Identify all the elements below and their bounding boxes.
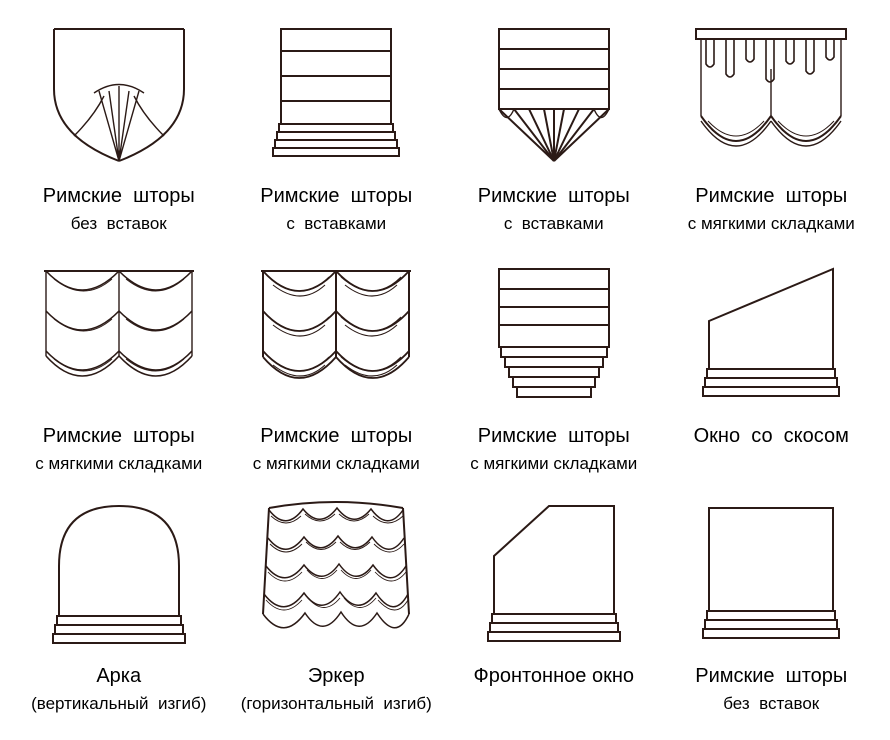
caption: Окно со скосом — [694, 422, 849, 452]
roman-inserts-1-icon — [236, 16, 436, 176]
pediment-window-icon — [454, 496, 654, 656]
caption: Эркер (горизонтальный изгиб) — [241, 662, 432, 716]
roman-plain-rect-icon — [671, 496, 871, 656]
subtitle: с мягкими складками — [688, 212, 855, 236]
title: Римские шторы — [43, 182, 195, 210]
arch-icon — [19, 496, 219, 656]
subtitle: (вертикальный изгиб) — [31, 692, 206, 716]
caption: Римские шторы с вставками — [260, 182, 412, 236]
subtitle: с мягкими складками — [35, 452, 202, 476]
curtain-types-grid: Римские шторы без вставок Ри — [10, 10, 880, 729]
title: Римские шторы — [470, 422, 637, 450]
roman-softfolds-b-icon — [236, 256, 436, 416]
roman-softfolds-top-icon — [671, 16, 871, 176]
roman-inserts-2-icon — [454, 16, 654, 176]
title: Римские шторы — [253, 422, 420, 450]
caption: Римские шторы с вставками — [478, 182, 630, 236]
subtitle: (горизонтальный изгиб) — [241, 692, 432, 716]
caption: Фронтонное окно — [474, 662, 635, 692]
subtitle: с вставками — [478, 212, 630, 236]
cell-roman-softfolds-b: Римские шторы с мягкими складками — [228, 250, 446, 490]
subtitle: с мягкими складками — [253, 452, 420, 476]
caption: Римские шторы с мягкими складками — [688, 182, 855, 236]
subtitle: с вставками — [260, 212, 412, 236]
bay-icon — [236, 496, 436, 656]
title: Римские шторы — [260, 182, 412, 210]
subtitle: без вставок — [695, 692, 847, 716]
caption: Римские шторы с мягкими складками — [35, 422, 202, 476]
cell-roman-plain-draped: Римские шторы без вставок — [10, 10, 228, 250]
caption: Арка (вертикальный изгиб) — [31, 662, 206, 716]
cell-roman-inserts-1: Римские шторы с вставками — [228, 10, 446, 250]
caption: Римские шторы с мягкими складками — [470, 422, 637, 476]
subtitle: без вставок — [43, 212, 195, 236]
cell-angled-window: Окно со скосом — [663, 250, 881, 490]
cell-pediment-window: Фронтонное окно — [445, 490, 663, 730]
title: Римские шторы — [688, 182, 855, 210]
caption: Римские шторы с мягкими складками — [253, 422, 420, 476]
title: Арка — [31, 662, 206, 690]
roman-softfolds-a-icon — [19, 256, 219, 416]
title: Фронтонное окно — [474, 662, 635, 690]
title: Окно со скосом — [694, 422, 849, 450]
cell-roman-softfolds-a: Римские шторы с мягкими складками — [10, 250, 228, 490]
angled-window-icon — [671, 256, 871, 416]
cell-arch: Арка (вертикальный изгиб) — [10, 490, 228, 730]
roman-softfolds-c-icon — [454, 256, 654, 416]
subtitle: с мягкими складками — [470, 452, 637, 476]
title: Римские шторы — [35, 422, 202, 450]
roman-plain-draped-icon — [19, 16, 219, 176]
caption: Римские шторы без вставок — [695, 662, 847, 716]
cell-roman-softfolds-top: Римские шторы с мягкими складками — [663, 10, 881, 250]
cell-roman-inserts-2: Римские шторы с вставками — [445, 10, 663, 250]
title: Римские шторы — [478, 182, 630, 210]
caption: Римские шторы без вставок — [43, 182, 195, 236]
title: Римские шторы — [695, 662, 847, 690]
cell-roman-plain-rect: Римские шторы без вставок — [663, 490, 881, 730]
cell-roman-softfolds-c: Римские шторы с мягкими складками — [445, 250, 663, 490]
cell-bay: Эркер (горизонтальный изгиб) — [228, 490, 446, 730]
title: Эркер — [241, 662, 432, 690]
